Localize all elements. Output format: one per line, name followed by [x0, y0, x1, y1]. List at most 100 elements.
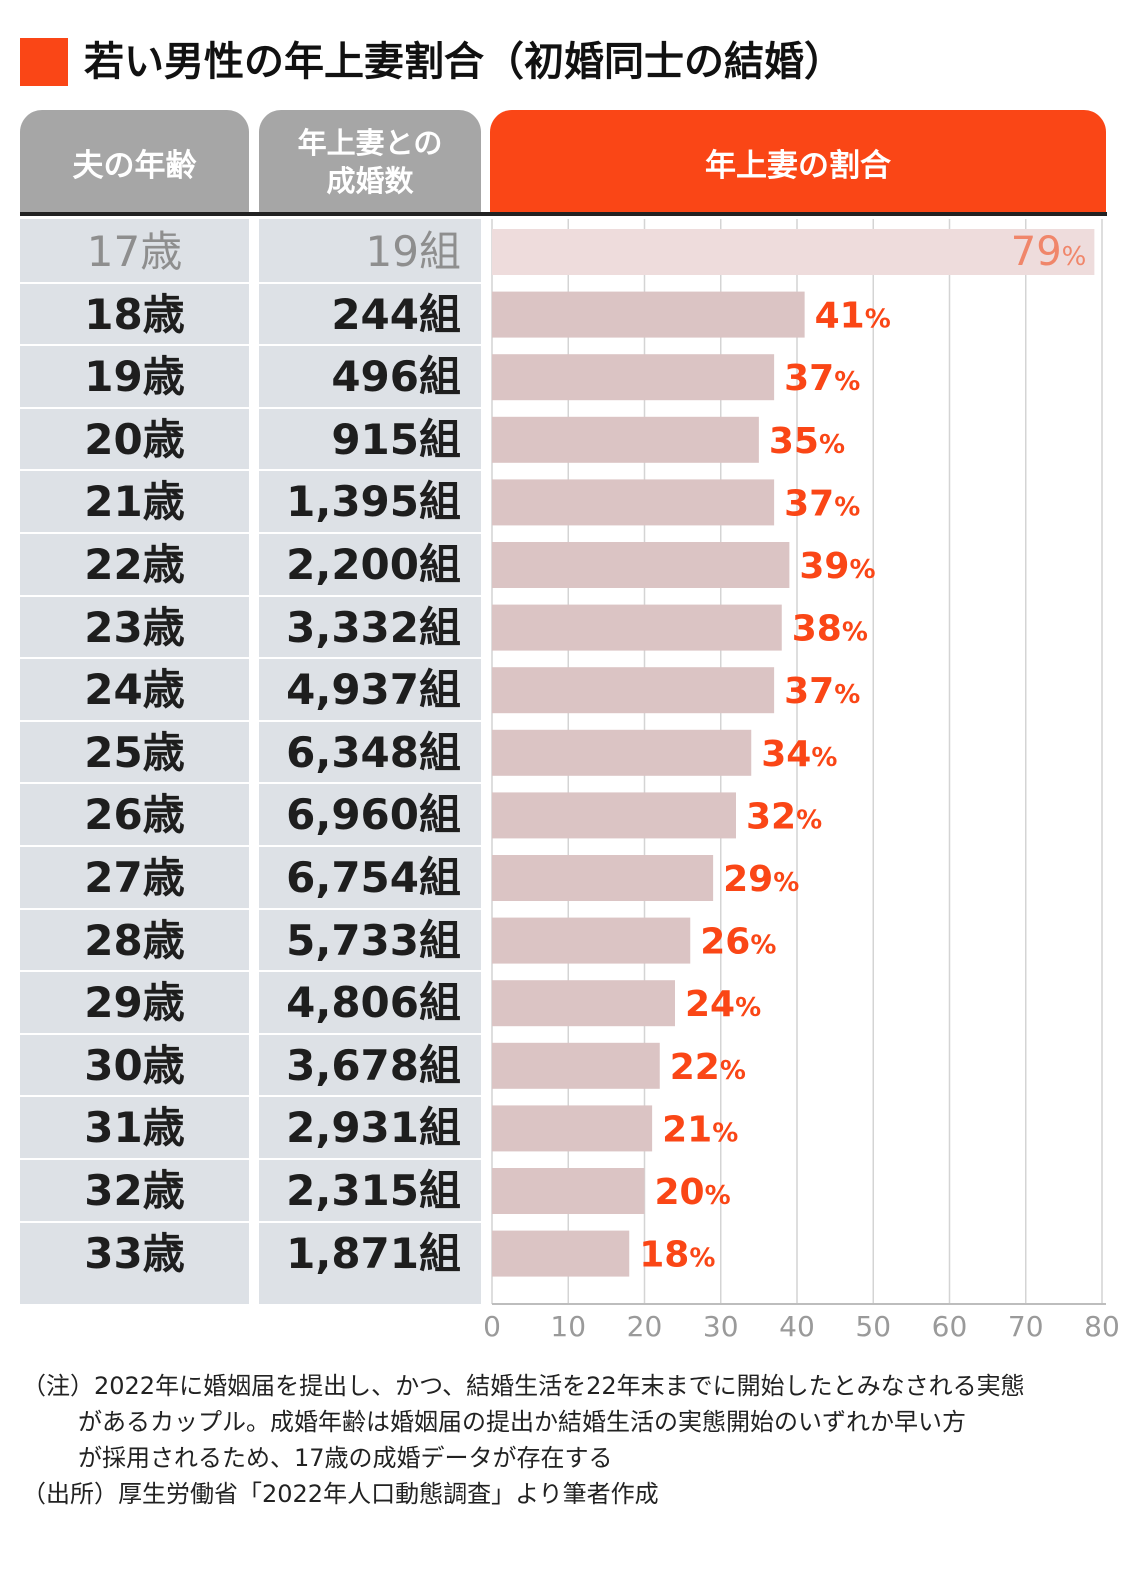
- count-column-background: [259, 219, 481, 1304]
- age-cell: 24歳: [84, 665, 185, 715]
- ratio-bar: [492, 917, 691, 964]
- row-divider: [20, 1220, 249, 1223]
- value-label: 26%: [700, 922, 776, 963]
- value-label: 37%: [784, 483, 860, 524]
- count-cell: 4,937組: [286, 665, 461, 715]
- value-label: 41%: [815, 296, 891, 337]
- count-cell: 6,754組: [286, 853, 461, 902]
- row-divider: [259, 782, 481, 785]
- value-label: 20%: [655, 1172, 731, 1213]
- ratio-bar: [492, 229, 1095, 275]
- age-cell: 23歳: [84, 602, 185, 652]
- value-label: 21%: [662, 1109, 738, 1150]
- x-tick-label: 30: [703, 1310, 739, 1343]
- title-marker: [20, 38, 68, 86]
- age-column-background: [20, 219, 249, 1304]
- row-divider: [20, 970, 249, 973]
- count-cell: 2,200組: [286, 540, 461, 589]
- row-divider: [259, 1032, 481, 1035]
- ratio-bar: [492, 291, 805, 338]
- row-divider: [20, 469, 249, 472]
- age-cell: 17歳: [86, 227, 183, 276]
- count-cell: 3,332組: [286, 602, 461, 652]
- age-cell: 33歳: [84, 1228, 185, 1278]
- row-divider: [259, 1158, 481, 1160]
- row-divider: [20, 406, 249, 409]
- row-divider: [259, 281, 481, 284]
- row-divider: [259, 532, 481, 534]
- row-divider: [259, 469, 481, 472]
- x-tick-label: 50: [855, 1310, 891, 1343]
- value-label: 39%: [799, 546, 875, 587]
- note-line-2: があるカップル。成婚年齢は婚姻届の提出か結婚生活の実態開始のいずれか早い方: [78, 1408, 966, 1436]
- row-divider: [259, 970, 481, 973]
- header-marriage-count-line2: 成婚数: [326, 164, 414, 198]
- age-cell: 28歳: [84, 915, 185, 965]
- ratio-bar: [492, 729, 752, 776]
- x-tick-label: 80: [1084, 1310, 1120, 1343]
- ratio-bar: [492, 1042, 660, 1089]
- header-husband-age: 夫の年齢: [20, 110, 249, 214]
- value-label: 32%: [746, 796, 822, 837]
- row-divider: [20, 532, 249, 534]
- age-cell: 26歳: [84, 790, 185, 840]
- count-cell: 1,395組: [286, 477, 461, 527]
- ratio-bar: [492, 1105, 653, 1152]
- age-cell: 19歳: [84, 352, 185, 402]
- row-divider: [259, 594, 481, 597]
- row-divider: [20, 719, 249, 722]
- age-cell: 27歳: [84, 853, 185, 902]
- ratio-bar: [492, 855, 714, 901]
- x-tick-label: 0: [483, 1310, 501, 1343]
- count-cell: 915組: [331, 414, 461, 464]
- age-cell: 25歳: [84, 727, 185, 777]
- count-cell: 3,678組: [286, 1040, 461, 1090]
- value-label: 35%: [769, 421, 845, 462]
- row-divider: [20, 281, 249, 284]
- header-husband-age-label: 夫の年齢: [72, 147, 197, 184]
- value-label: 38%: [792, 609, 868, 650]
- row-divider: [259, 657, 481, 660]
- row-divider: [20, 1032, 249, 1035]
- source-note: （出所）厚生労働省「2022年人口動態調査」より筆者作成: [22, 1480, 659, 1508]
- age-cell: 18歳: [84, 289, 185, 339]
- count-cell: 19組: [365, 227, 461, 276]
- row-divider: [20, 1158, 249, 1160]
- header-rule: [20, 212, 1107, 216]
- row-divider: [20, 845, 249, 847]
- note-line-1: （注）2022年に婚姻届を提出し、かつ、結婚生活を22年末までに開始したとみなさ…: [22, 1372, 1025, 1400]
- row-divider: [259, 1220, 481, 1223]
- count-cell: 6,348組: [286, 727, 461, 777]
- row-divider: [259, 1095, 481, 1098]
- ratio-bar: [492, 354, 775, 401]
- row-divider: [20, 782, 249, 785]
- row-divider: [20, 657, 249, 660]
- x-tick-label: 60: [932, 1310, 968, 1343]
- x-tick-label: 10: [550, 1310, 586, 1343]
- ratio-bar: [492, 604, 782, 651]
- age-cell: 22歳: [84, 540, 185, 589]
- count-cell: 6,960組: [286, 790, 461, 840]
- row-divider: [259, 845, 481, 847]
- ratio-bar: [492, 980, 675, 1027]
- x-tick-label: 20: [627, 1310, 663, 1343]
- count-cell: 2,931組: [286, 1103, 461, 1153]
- row-divider: [20, 344, 249, 347]
- ratio-bar: [492, 792, 736, 839]
- ratio-bar: [492, 542, 790, 588]
- count-cell: 2,315組: [286, 1166, 461, 1215]
- count-cell: 4,806組: [286, 978, 461, 1028]
- count-cell: 1,871組: [286, 1228, 461, 1278]
- value-label: 37%: [784, 358, 860, 399]
- header-marriage-count-line1: 年上妻との: [297, 126, 443, 160]
- row-divider: [20, 907, 249, 910]
- value-label: 24%: [685, 984, 761, 1025]
- age-cell: 32歳: [84, 1166, 185, 1215]
- header-older-wife-ratio-label: 年上妻の割合: [705, 147, 891, 184]
- row-divider: [259, 344, 481, 347]
- row-divider: [20, 1095, 249, 1098]
- x-tick-label: 70: [1008, 1310, 1044, 1343]
- age-cell: 31歳: [84, 1103, 185, 1153]
- row-divider: [259, 719, 481, 722]
- value-label: 22%: [670, 1047, 746, 1088]
